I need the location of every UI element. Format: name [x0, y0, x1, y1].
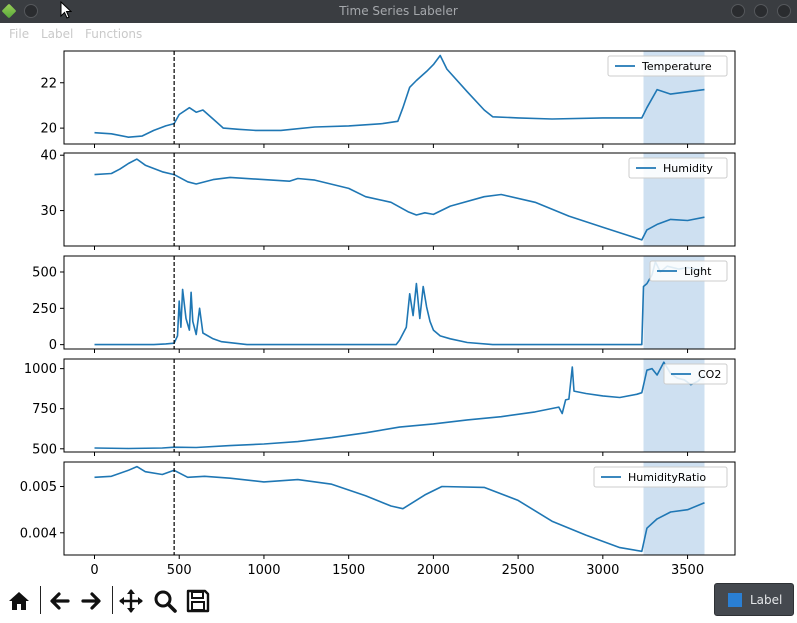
back-arrow-icon[interactable] [47, 588, 73, 614]
label-button[interactable]: Label [714, 583, 794, 616]
legend-box [593, 466, 728, 488]
save-icon[interactable] [185, 588, 211, 614]
panel-humidityratio: 0.004 0.005 HumidityRatio [20, 461, 736, 559]
y-tick-label: 30 [40, 204, 57, 219]
legend-label: Temperature [641, 60, 712, 73]
legend-label: CO2 [698, 368, 721, 381]
toolbar-separator [112, 586, 113, 614]
series-line-light [94, 261, 705, 346]
maximize-icon[interactable] [754, 4, 768, 18]
legend-label: HumidityRatio [628, 471, 706, 484]
x-tick-label: 1000 [247, 563, 280, 578]
navigation-toolbar [0, 580, 797, 623]
window-title: Time Series Labeler [339, 4, 458, 18]
close-icon[interactable] [777, 4, 791, 18]
y-tick-label: 22 [40, 76, 57, 91]
legend-humidityratio: HumidityRatio [593, 466, 728, 488]
axes-frame [63, 461, 736, 556]
label-color-swatch [728, 592, 742, 607]
x-tick-label: 3500 [671, 563, 704, 578]
y-tick-label: 0.005 [20, 480, 57, 495]
y-tick-label: 750 [32, 402, 57, 417]
y-tick-label: 250 [32, 302, 57, 317]
x-tick-label: 500 [167, 563, 192, 578]
y-tick-label: 20 [40, 122, 57, 137]
series-line-humidityratio [94, 465, 705, 553]
y-tick-label: 500 [32, 265, 57, 280]
x-tick-label: 2000 [417, 563, 450, 578]
legend-box [607, 55, 728, 77]
series-line-temperature [94, 54, 705, 138]
axes-frame [63, 152, 736, 247]
axes-frame [63, 358, 736, 453]
y-tick-label: 500 [32, 442, 57, 457]
toolbar-separator [40, 586, 41, 614]
pan-icon[interactable] [118, 588, 144, 614]
forward-arrow-icon[interactable] [78, 588, 104, 614]
legend-co2: CO2 [663, 363, 728, 385]
mouse-pointer-icon [60, 1, 72, 19]
y-tick-label: 0 [49, 338, 57, 353]
x-tick-label: 2500 [502, 563, 535, 578]
y-tick-label: 40 [40, 149, 57, 164]
x-tick-label: 1500 [332, 563, 365, 578]
legend-temperature: Temperature [607, 55, 728, 77]
panel-humidity: 30 40 Humidity [40, 149, 736, 250]
menu-functions[interactable]: Functions [85, 27, 143, 41]
legend-label: Light [684, 265, 712, 278]
series-line-humidity [94, 158, 705, 241]
x-tick-label: 0 [90, 563, 98, 578]
legend-box [649, 260, 728, 282]
menu-bar: File Label Functions [0, 23, 797, 45]
y-tick-label: 0.004 [20, 526, 57, 541]
legend-light: Light [649, 260, 728, 282]
legend-label: Humidity [663, 162, 713, 175]
axes-frame [63, 255, 736, 350]
legend-humidity: Humidity [628, 157, 728, 179]
series-line-co2 [94, 361, 706, 450]
title-bar: Time Series Labeler [0, 0, 797, 23]
label-button-text: Label [750, 592, 783, 607]
menu-label[interactable]: Label [41, 27, 74, 41]
panel-light: 0 250 500 Light [32, 255, 736, 353]
axes-frame [63, 50, 736, 145]
window-menu-icon[interactable] [24, 4, 38, 18]
legend-box [628, 157, 728, 179]
time-series-chart[interactable]: 20 22 Temperature 30 40 Humidity 0 250 500 Light 5… [0, 45, 797, 580]
panel-temperature: 20 22 Temperature [40, 50, 736, 148]
legend-box [663, 363, 728, 385]
home-icon[interactable] [6, 588, 32, 614]
menu-file[interactable]: File [9, 27, 30, 41]
panel-co2: 500 750 1000 CO2 [24, 358, 736, 457]
minimize-icon[interactable] [731, 4, 745, 18]
x-tick-label: 3000 [586, 563, 619, 578]
y-tick-label: 1000 [24, 362, 57, 377]
zoom-icon[interactable] [152, 588, 178, 614]
